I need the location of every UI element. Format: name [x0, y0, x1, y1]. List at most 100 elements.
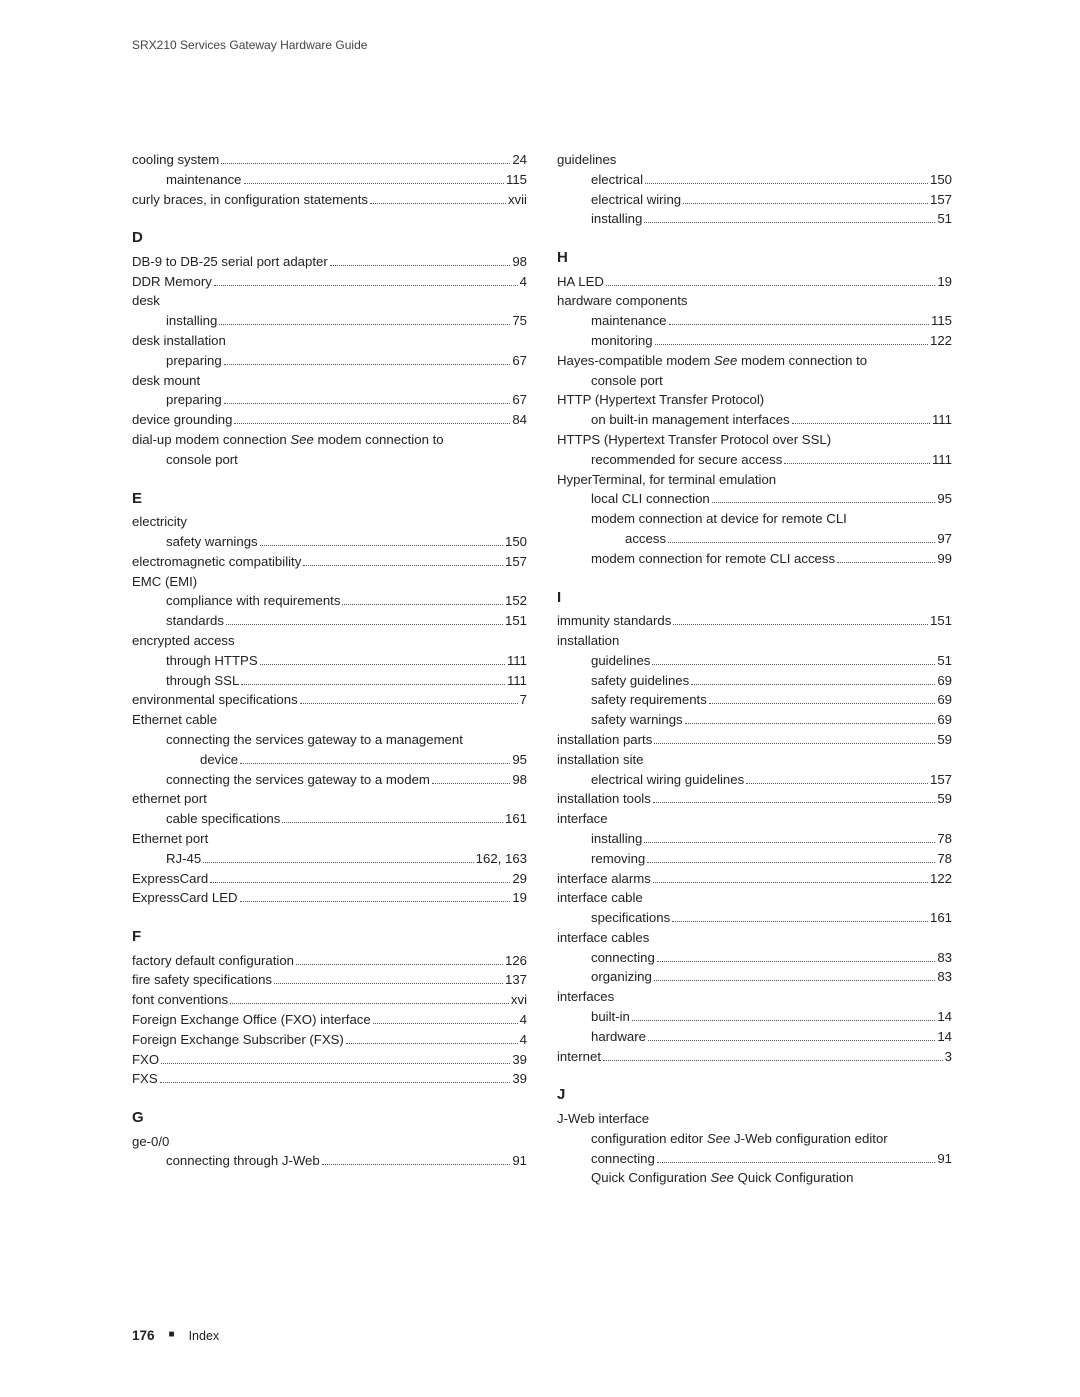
index-entry-page: 91 [512, 1151, 527, 1171]
leader-dots [655, 344, 928, 345]
index-entry: ExpressCard LED19 [132, 888, 527, 908]
index-entry-page: 24 [512, 150, 527, 170]
leader-dots [224, 403, 511, 404]
leader-dots [644, 842, 935, 843]
index-entry-text: ethernet port [132, 789, 207, 809]
index-entry-text: safety guidelines [591, 671, 689, 691]
footer-square: ■ [169, 1329, 175, 1340]
leader-dots [653, 882, 928, 883]
index-entry-page: 151 [505, 611, 527, 631]
leader-dots [645, 183, 928, 184]
index-entry: guidelines51 [557, 651, 952, 671]
index-entry: built-in 14 [557, 1007, 952, 1027]
index-entry-page: 97 [937, 529, 952, 549]
index-entry: access97 [557, 529, 952, 549]
index-entry-text: preparing [166, 351, 222, 371]
index-entry-page: 19 [937, 272, 952, 292]
index-entry-page: 115 [931, 311, 952, 331]
index-entry: encrypted access [132, 631, 527, 651]
page-number: 176 [132, 1328, 155, 1343]
index-entry-page: 150 [505, 532, 527, 552]
index-entry: Hayes-compatible modem See modem connect… [557, 351, 952, 371]
index-entry: environmental specifications7 [132, 690, 527, 710]
index-entry-text: interface alarms [557, 869, 651, 889]
index-entry-page: 161 [505, 809, 527, 829]
index-entry-page: 115 [506, 170, 527, 190]
index-entry: desk mount [132, 371, 527, 391]
index-entry: installing75 [132, 311, 527, 331]
leader-dots [214, 285, 518, 286]
leader-dots [240, 901, 511, 902]
index-entry-text: internet [557, 1047, 601, 1067]
index-entry-page: 69 [937, 690, 952, 710]
index-entry-text: electromagnetic compatibility [132, 552, 301, 572]
index-entry-text: DB-9 to DB-25 serial port adapter [132, 252, 328, 272]
index-entry: installation tools59 [557, 789, 952, 809]
index-entry-page: 84 [512, 410, 527, 430]
index-entry: Foreign Exchange Subscriber (FXS) 4 [132, 1030, 527, 1050]
leader-dots [241, 684, 505, 685]
index-entry: maintenance115 [557, 311, 952, 331]
index-entry-page: 111 [932, 410, 952, 430]
index-entry: configuration editor See J-Web configura… [557, 1129, 952, 1149]
index-entry-page: 29 [512, 869, 527, 889]
index-entry-text: connecting through J-Web [166, 1151, 320, 1171]
index-entry-text: Ethernet port [132, 829, 208, 849]
index-entry-text: built-in [591, 1007, 630, 1027]
index-entry-page: 150 [930, 170, 952, 190]
index-entry-page: 83 [937, 967, 952, 987]
index-entry: cable specifications161 [132, 809, 527, 829]
leader-dots [654, 980, 935, 981]
leader-dots [330, 265, 511, 266]
leader-dots [606, 285, 935, 286]
index-entry: HyperTerminal, for terminal emulation [557, 470, 952, 490]
leader-dots [644, 222, 935, 223]
index-entry-text: desk mount [132, 371, 200, 391]
index-entry-page: 98 [512, 770, 527, 790]
index-entry: monitoring122 [557, 331, 952, 351]
index-entry-text: installing [591, 829, 642, 849]
index-entry: removing78 [557, 849, 952, 869]
leader-dots [342, 604, 503, 605]
index-entry: cooling system24 [132, 150, 527, 170]
index-entry-page: 152 [505, 591, 527, 611]
index-entry: guidelines [557, 150, 952, 170]
index-entry: interfaces [557, 987, 952, 1007]
index-entry-text: installation tools [557, 789, 651, 809]
index-entry-page: 19 [512, 888, 527, 908]
index-entry: dial-up modem connection See modem conne… [132, 430, 527, 450]
index-entry-page: 14 [937, 1007, 952, 1027]
index-entry-page: 111 [507, 671, 527, 691]
index-entry: safety guidelines 69 [557, 671, 952, 691]
index-entry: connecting through J-Web 91 [132, 1151, 527, 1171]
index-entry-text: device grounding [132, 410, 232, 430]
index-entry: electrical150 [557, 170, 952, 190]
index-entry: Foreign Exchange Office (FXO) interface4 [132, 1010, 527, 1030]
index-letter: D [132, 227, 527, 250]
leader-dots [210, 882, 510, 883]
index-entry: electrical wiring157 [557, 190, 952, 210]
leader-dots [370, 203, 506, 204]
index-entry-page: 162, 163 [476, 849, 527, 869]
leader-dots [654, 743, 935, 744]
index-entry: safety requirements69 [557, 690, 952, 710]
index-entry: preparing67 [132, 351, 527, 371]
index-entry-page: 7 [520, 690, 527, 710]
index-entry-text: HTTPS (Hypertext Transfer Protocol over … [557, 430, 831, 450]
index-entry-text: safety warnings [166, 532, 258, 552]
leader-dots [303, 565, 503, 566]
index-entry: console port [132, 450, 527, 470]
index-entry: Quick Configuration See Quick Configurat… [557, 1168, 952, 1188]
leader-dots [300, 703, 518, 704]
index-entry: connecting83 [557, 948, 952, 968]
leader-dots [203, 862, 473, 863]
leader-dots [792, 423, 930, 424]
index-entry-page: 69 [937, 710, 952, 730]
index-entry-text: recommended for secure access [591, 450, 782, 470]
index-entry-text: FXS [132, 1069, 158, 1089]
leader-dots [160, 1082, 511, 1083]
index-entry-page: 122 [930, 869, 952, 889]
index-entry-text: configuration editor See J-Web configura… [591, 1129, 888, 1149]
index-entry-page: 69 [937, 671, 952, 691]
index-entry-text: connecting [591, 948, 655, 968]
